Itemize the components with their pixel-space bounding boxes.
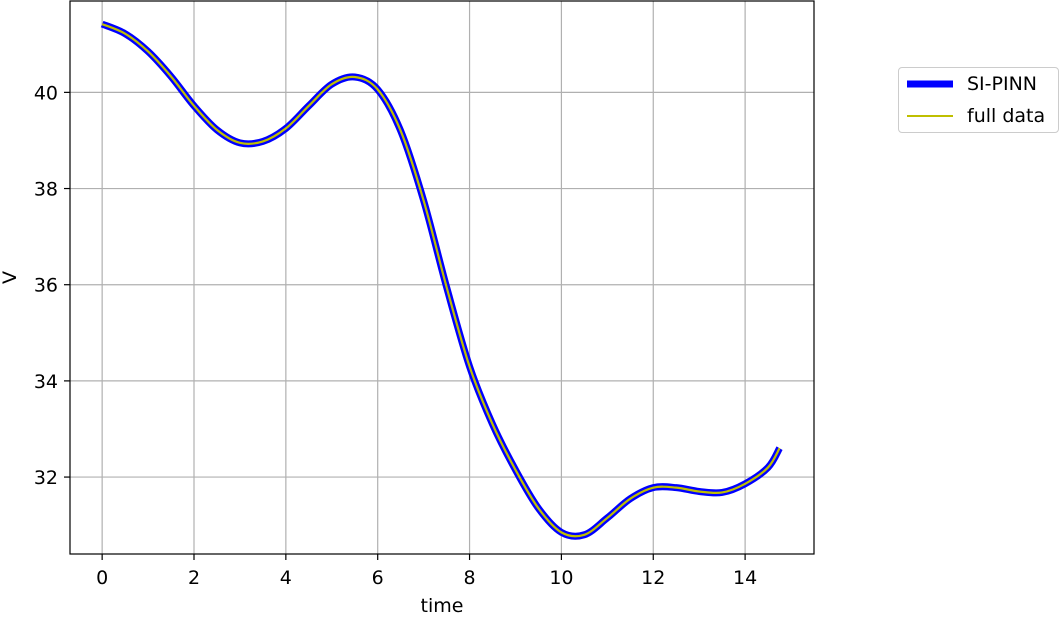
- y-tick-label: 32: [34, 467, 58, 489]
- legend-label-full-data: full data: [967, 105, 1046, 127]
- legend-item-full-data: full data: [907, 104, 1045, 128]
- y-tick-label: 38: [34, 179, 58, 201]
- x-tick-label: 10: [549, 567, 573, 589]
- legend-swatch-si-pinn: [907, 72, 955, 96]
- series-line-full-data: [101, 23, 781, 538]
- x-tick-label: 6: [372, 567, 384, 589]
- grid: [70, 1, 814, 554]
- series-line-si-pinn: [100, 20, 783, 540]
- x-tick-label: 0: [96, 567, 108, 589]
- ticks: 0 2 4 6 8 10 12 14 32 34 36 38 40: [34, 82, 757, 589]
- series-layer: [100, 20, 783, 540]
- x-tick-label: 4: [280, 567, 292, 589]
- x-axis-label: time: [421, 595, 464, 614]
- x-tick-label: 8: [464, 567, 476, 589]
- legend-swatch-full-data: [907, 104, 955, 128]
- y-tick-label: 40: [34, 82, 58, 104]
- x-tick-label: 14: [733, 567, 757, 589]
- y-tick-label: 34: [34, 371, 58, 393]
- legend-item-si-pinn: SI-PINN: [907, 72, 1037, 96]
- x-tick-label: 12: [641, 567, 665, 589]
- axes-frame: [69, 0, 815, 555]
- x-tick-label: 2: [188, 567, 200, 589]
- y-axis-label: V: [0, 271, 21, 284]
- legend-label-si-pinn: SI-PINN: [967, 73, 1038, 95]
- legend: SI-PINN full data: [898, 67, 1059, 133]
- y-tick-label: 36: [34, 275, 58, 297]
